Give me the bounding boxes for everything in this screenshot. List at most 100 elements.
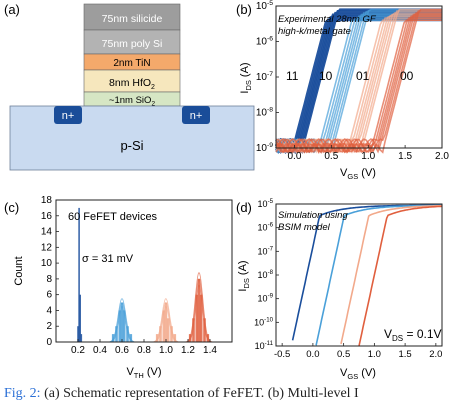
y-tick-label: 10-5 [258,198,274,209]
x-tick-label: 0.5 [337,349,350,360]
x-tick-label: 1.5 [399,349,412,360]
x-tick-label: 0.8 [137,345,151,356]
state-label-10: 10 [319,69,333,83]
panel-c-ylabel: Count [13,256,25,285]
x-tick-label: 1.0 [159,345,173,356]
x-tick-label: 0.0 [306,349,319,360]
histogram-bar-01 [164,302,168,342]
y-tick-label: 0 [46,337,52,348]
panel-b-xlabel: VGS (V) [340,167,376,181]
x-tick-label: 2.0 [429,349,442,360]
x-tick-label: 1.4 [203,345,217,356]
panel-c-xlabel: VTH (V) [126,366,161,380]
panel-c-y-ticks: 0 2 4 6 8 10 12 14 16 18 [41,195,59,348]
state-label-01: 01 [356,69,370,83]
y-tick-label: 12 [41,242,53,253]
panel-a-label: (a) [4,2,20,17]
gaussian-fit-00 [185,278,213,343]
panel-b-curves [275,8,442,155]
x-tick-label: 0.0 [287,151,301,162]
y-tick-label: 10 [41,258,53,269]
source-label: n+ [62,110,75,122]
iv-curve-00 [275,12,442,154]
histogram-bar-00 [197,278,201,342]
histogram-bar-00 [195,294,199,342]
caption-text: (a) Schematic representation of FeFET. (… [40,386,359,401]
layer-tin-label: 2nm TiN [113,58,150,69]
substrate-label: p-Si [120,138,143,153]
panel-b-y-ticks: 10-9 10-8 10-7 10-6 10-5 [256,0,279,154]
x-tick-label: -0.5 [274,349,290,360]
panel-b: (b) Experimental 28nm GF high-k/metal ga… [236,0,449,181]
y-tick-label: 10-8 [256,107,273,119]
y-tick-label: 18 [41,195,53,206]
y-tick-label: 16 [41,211,53,222]
y-tick-label: 6 [46,290,52,301]
sim-curve-10 [315,204,442,346]
gaussian-fit-10 [108,302,136,343]
x-tick-label: 1.0 [368,349,381,360]
histogram-bar-10 [120,302,124,342]
sim-curve-01 [340,204,442,345]
panel-c-annotation: 60 FeFET devices [68,211,158,223]
panel-d-annotation-line2: BSIM model [278,222,331,233]
panel-a: (a) 75nm silicide 75nm poly Si 2nm TiN 8… [4,2,255,171]
substrate [9,105,255,171]
state-label-00: 00 [400,69,414,83]
panel-d: (d) Simulation using BSIM model VDS = 0.… [236,198,443,381]
y-tick-label: 10-8 [258,269,274,280]
y-tick-label: 10-6 [258,222,274,233]
x-tick-label: 1.5 [398,151,412,162]
histogram-bar-00 [199,294,203,342]
layer-hfo2-label: 8nm HfO2 [109,77,155,91]
layer-silicide-label: 75nm silicide [102,13,163,25]
panel-d-x-ticks: -0.5 0.0 0.5 1.0 1.5 2.0 [274,343,442,360]
histogram-bar-01 [166,318,170,342]
histogram-bar-11 [78,207,80,342]
panel-d-annotation-line1: Simulation using [278,210,348,221]
panel-d-vds-label: VDS = 0.1V [384,327,442,343]
panel-d-y-ticks: 10-11 10-10 10-9 10-8 10-7 10-6 10-5 [254,198,279,351]
x-tick-label: 0.5 [324,151,338,162]
caption-label: Fig. 2: [4,386,41,401]
panel-b-x-ticks: 0.0 0.5 1.0 1.5 2.0 [287,145,449,162]
sim-curve-00 [358,205,443,347]
iv-curve-00 [275,8,442,154]
histogram-bar-10 [118,310,122,342]
gaussian-fit-10 [108,305,136,343]
layer-sio2-label: ~1nm SiO2 [109,95,156,108]
panel-c-bars [77,207,213,343]
histogram-bar-10 [122,310,126,342]
panel-c-x-ticks: 0.2 0.4 0.6 0.8 1.0 1.2 1.4 [71,339,217,356]
histogram-bar-00 [203,318,206,342]
state-label-11: 11 [286,69,299,83]
y-tick-label: 10-9 [258,293,274,304]
x-tick-label: 0.6 [115,345,129,356]
panel-c-sigma: σ = 31 mV [82,253,134,265]
panel-d-ylabel: IDS (A) [237,260,251,291]
y-tick-label: 10-10 [254,316,273,327]
panel-b-label: (b) [236,2,252,17]
gaussian-fit-01 [152,305,180,343]
panel-c: (c) 60 FeFET devices σ = 31 mV 0.2 0.4 0.6… [4,195,233,380]
histogram-bar-11 [79,294,81,342]
drain-region [182,106,210,124]
histogram-bar-01 [162,310,166,342]
y-tick-label: 14 [41,227,53,238]
panel-d-xlabel: VGS (V) [340,367,376,381]
panel-b-annotation-line2: high-k/metal gate [278,26,351,37]
panel-c-label: (c) [4,200,19,215]
source-region [54,106,82,124]
panel-d-curves [291,204,443,347]
figure-caption: Fig. 2: (a) Schematic representation of … [4,386,474,404]
y-tick-label: 4 [46,305,52,316]
x-tick-label: 0.4 [93,345,107,356]
histogram-bar-01 [159,326,162,342]
panel-b-annotation-line1: Experimental 28nm GF [278,14,377,25]
y-tick-label: 10-9 [256,142,273,154]
x-tick-label: 1.0 [361,151,375,162]
histogram-bar-11 [77,326,79,342]
x-tick-label: 0.2 [71,345,85,356]
gaussian-fit-01 [152,298,180,343]
